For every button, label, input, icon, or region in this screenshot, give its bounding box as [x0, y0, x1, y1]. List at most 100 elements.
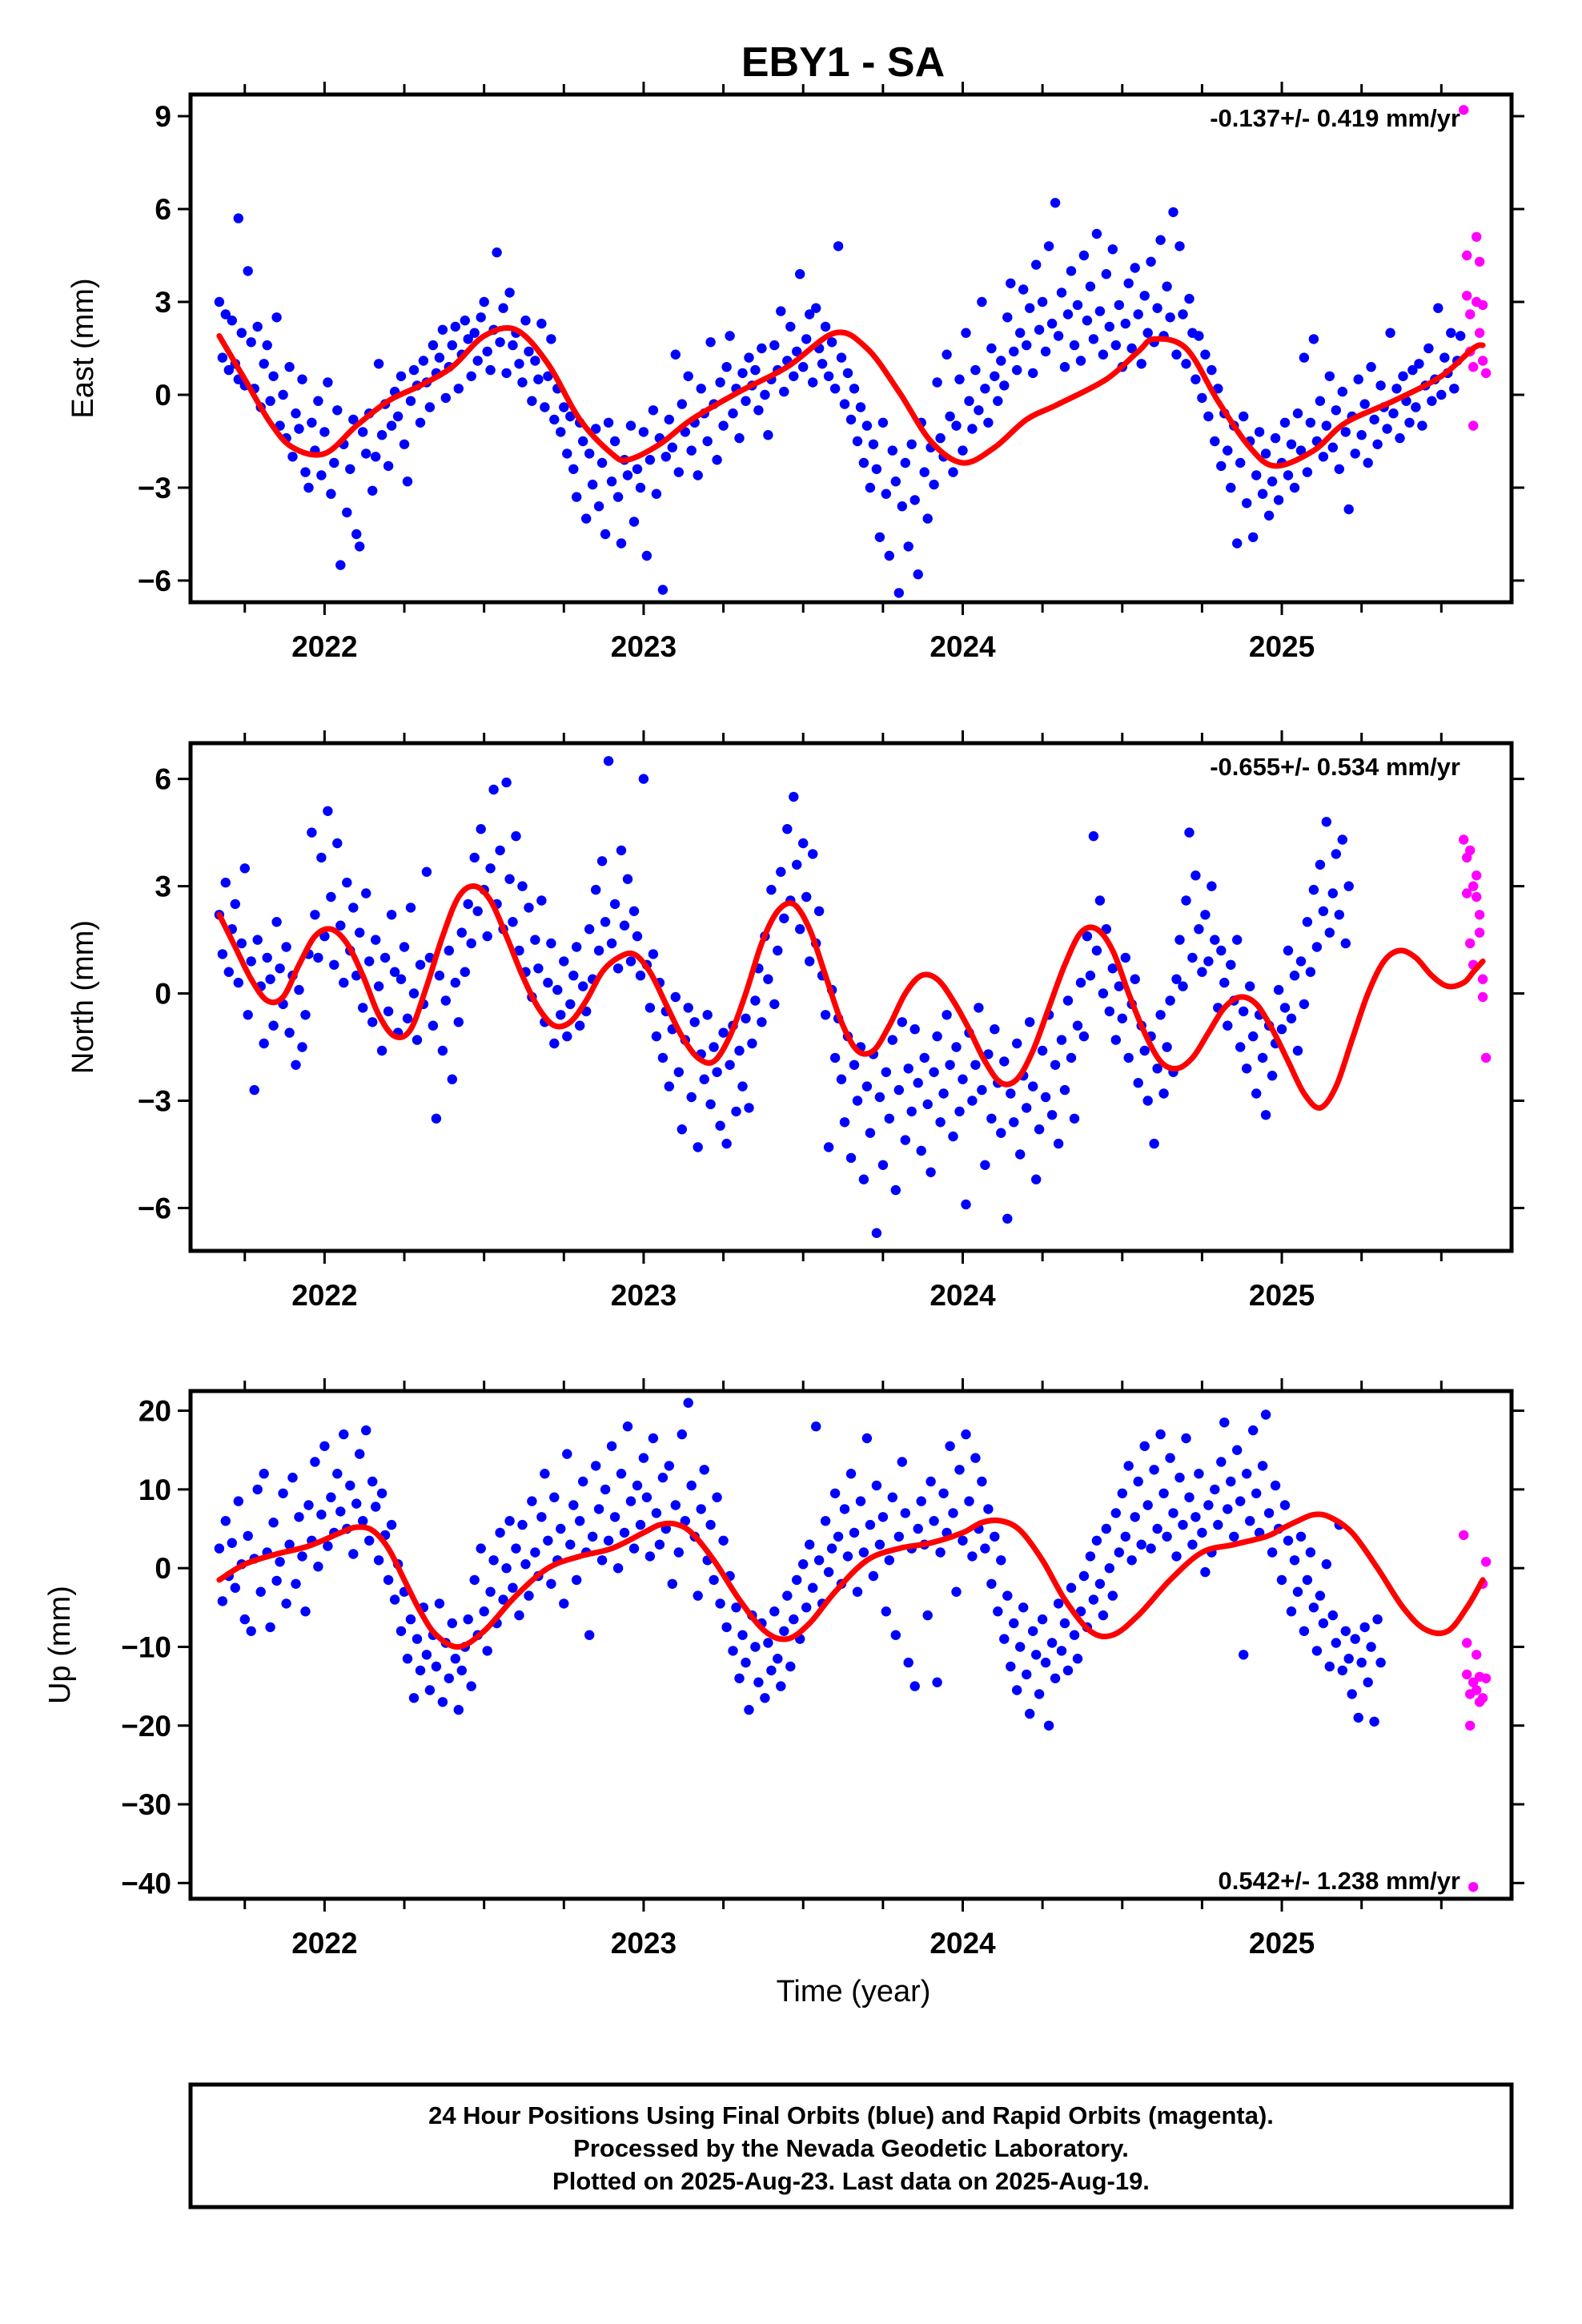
final-orbit-point	[1331, 1638, 1342, 1648]
final-orbit-point	[808, 849, 818, 859]
final-orbit-point	[1056, 287, 1067, 298]
final-orbit-point	[386, 1519, 397, 1530]
rapid-orbit-point	[1459, 834, 1469, 845]
final-orbit-point	[1305, 417, 1316, 428]
final-orbit-point	[964, 396, 974, 406]
x-tick-label: 2023	[611, 1279, 677, 1312]
final-orbit-point	[1363, 457, 1373, 468]
final-orbit-point	[833, 1531, 844, 1542]
final-orbit-point	[1184, 827, 1195, 838]
final-orbit-point	[1181, 895, 1191, 906]
final-orbit-point	[871, 1228, 882, 1238]
final-orbit-point	[635, 971, 646, 981]
final-orbit-point	[593, 945, 604, 956]
final-orbit-point	[252, 935, 263, 945]
final-orbit-point	[1286, 439, 1297, 449]
final-orbit-point	[1260, 1110, 1271, 1120]
final-orbit-point	[444, 945, 454, 956]
final-orbit-point	[1311, 1646, 1323, 1656]
final-orbit-point	[1216, 945, 1227, 956]
final-orbit-point	[1279, 417, 1291, 428]
final-orbit-point	[1006, 1661, 1016, 1672]
final-orbit-point	[881, 1606, 892, 1617]
final-orbit-point	[996, 356, 1006, 366]
final-orbit-point	[492, 247, 502, 258]
final-orbit-point	[1200, 1566, 1211, 1578]
rapid-orbit-point	[1465, 845, 1476, 856]
final-orbit-point	[431, 1113, 442, 1124]
final-orbit-point	[1050, 1673, 1061, 1683]
final-orbit-point	[444, 1673, 454, 1683]
final-orbit-point	[648, 405, 659, 416]
final-orbit-point	[1219, 1417, 1230, 1428]
final-orbit-point	[1069, 340, 1080, 351]
final-orbit-point	[1091, 945, 1102, 956]
final-orbit-point	[625, 1496, 636, 1506]
final-orbit-point	[945, 1059, 955, 1071]
final-orbit-point	[549, 1492, 560, 1502]
final-orbit-point	[789, 791, 799, 802]
final-orbit-point	[575, 1020, 585, 1031]
final-orbit-point	[466, 371, 476, 381]
final-orbit-point	[798, 362, 809, 372]
final-orbit-point	[1251, 1488, 1262, 1499]
final-orbit-point	[294, 984, 304, 995]
final-orbit-point	[339, 977, 349, 988]
final-orbit-point	[951, 420, 962, 431]
final-orbit-point	[1200, 910, 1211, 920]
final-orbit-point	[785, 321, 796, 332]
final-orbit-point	[1216, 460, 1227, 472]
y-tick-label: 3	[155, 870, 171, 903]
final-orbit-point	[1267, 1547, 1278, 1558]
final-orbit-point	[1391, 0, 1401, 5]
final-orbit-point	[408, 1693, 420, 1703]
final-orbit-point	[702, 1010, 713, 1020]
final-orbit-point	[1009, 1618, 1019, 1629]
final-orbit-point	[673, 1547, 684, 1558]
final-orbit-point	[1257, 489, 1268, 499]
final-orbit-point	[485, 364, 496, 376]
final-orbit-point	[881, 489, 892, 499]
final-orbit-point	[1411, 402, 1421, 412]
final-orbit-point	[996, 1555, 1006, 1566]
final-orbit-point	[1449, 0, 1459, 5]
final-orbit-point	[734, 1045, 745, 1056]
final-orbit-point	[938, 1088, 949, 1099]
final-orbit-point	[1456, 0, 1465, 5]
final-orbit-point	[581, 513, 592, 524]
final-orbit-point	[632, 931, 643, 942]
final-orbit-point	[1094, 306, 1106, 316]
final-orbit-point	[616, 538, 627, 549]
final-orbit-point	[926, 1167, 936, 1178]
final-orbit-point	[648, 1433, 659, 1444]
final-orbit-point	[900, 1135, 911, 1145]
rapid-orbit-point	[1465, 938, 1476, 949]
final-orbit-point	[638, 1453, 649, 1463]
final-orbit-point	[453, 1017, 464, 1027]
final-orbit-point	[715, 1598, 725, 1609]
final-orbit-point	[890, 1184, 901, 1196]
final-orbit-point	[1203, 411, 1214, 422]
final-orbit-point	[779, 386, 789, 397]
final-orbit-point	[1456, 0, 1465, 5]
final-orbit-point	[313, 952, 323, 963]
final-orbit-point	[1411, 0, 1420, 5]
final-orbit-point	[1350, 448, 1360, 459]
final-orbit-point	[514, 945, 524, 956]
final-orbit-point	[852, 436, 863, 447]
final-orbit-point	[1062, 1665, 1074, 1676]
final-orbit-point	[1267, 476, 1278, 487]
final-orbit-point	[1433, 0, 1443, 5]
final-orbit-point	[339, 1429, 349, 1440]
final-orbit-point	[1353, 374, 1363, 384]
final-orbit-point	[1187, 1539, 1198, 1550]
final-orbit-point	[823, 1566, 834, 1578]
final-orbit-point	[1443, 0, 1452, 5]
final-orbit-point	[958, 445, 968, 456]
data-layer-north	[214, 0, 1492, 1238]
final-orbit-point	[428, 340, 439, 351]
final-orbit-point	[1226, 1476, 1236, 1487]
final-orbit-point	[820, 321, 831, 332]
final-orbit-point	[1203, 956, 1214, 967]
final-orbit-point	[628, 1543, 640, 1554]
